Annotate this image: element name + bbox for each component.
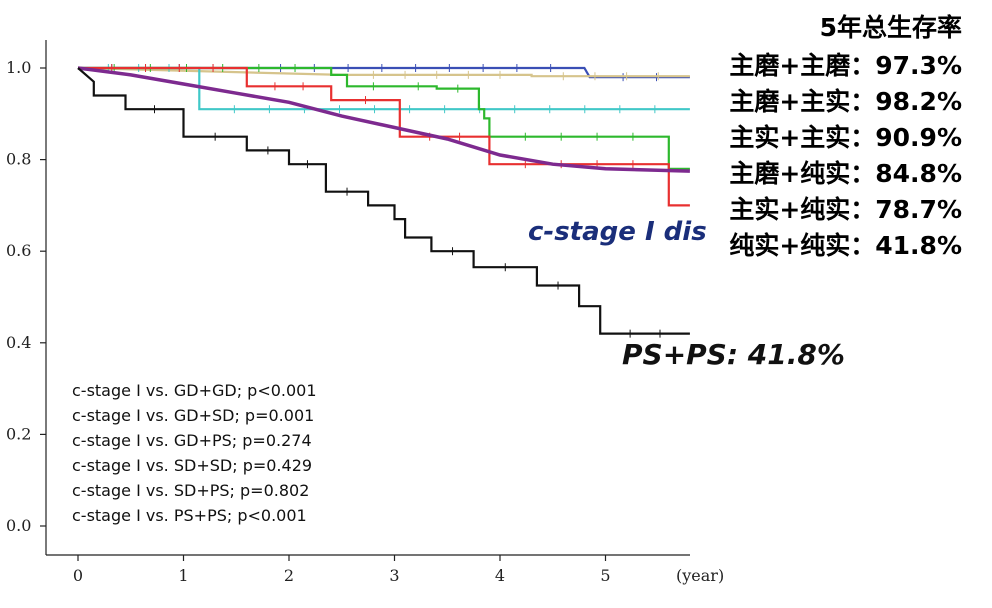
summary-row: 主实+主实：90.9%	[729, 123, 962, 152]
p-value-line: c-stage I vs. SD+PS; p=0.802	[72, 481, 309, 500]
series-lines	[77, 64, 690, 338]
y-tick-label: 1.0	[6, 58, 31, 77]
summary-row: 主磨+主实：98.2%	[729, 87, 962, 116]
summary-row: 纯实+纯实：41.8%	[729, 231, 962, 260]
p-value-line: c-stage I vs. SD+SD; p=0.429	[72, 456, 312, 475]
series-line	[78, 66, 690, 170]
series-1	[77, 66, 690, 81]
ps-ps-overlay-label: PS+PS: 41.8%	[622, 338, 845, 371]
axes	[45, 40, 690, 556]
y-tick-label: 0.4	[6, 333, 31, 352]
p-value-line: c-stage I vs. GD+PS; p=0.274	[72, 431, 312, 450]
x-tick-label: 3	[389, 566, 399, 585]
summary-row: 主磨+主磨：97.3%	[729, 51, 962, 80]
x-tick-label: 1	[178, 566, 188, 585]
p-value-line: c-stage I vs. PS+PS; p<0.001	[72, 506, 307, 525]
x-tick-label: 2	[284, 566, 294, 585]
y-tick-label: 0.8	[6, 150, 31, 169]
summary-title: 5年总生存率	[819, 13, 962, 42]
series-line	[77, 66, 690, 173]
summary-row: 主实+纯实：78.7%	[729, 195, 962, 224]
y-tick-label: 0.0	[6, 516, 31, 535]
x-tick-label: 4	[495, 566, 505, 585]
x-axis-label: (year)	[676, 566, 724, 585]
p-value-line: c-stage I vs. GD+GD; p<0.001	[72, 381, 317, 400]
x-tick-label: 0	[73, 566, 83, 585]
five-year-survival-summary: 5年总生存率 主磨+主磨：97.3% 主磨+主实：98.2% 主实+主实：90.9%…	[729, 10, 962, 264]
series-0	[78, 64, 690, 82]
p-value-list: c-stage I vs. GD+GD; p<0.001 c-stage I vs…	[72, 381, 317, 525]
disease-overlay-label: c-stage I dis	[528, 217, 707, 247]
summary-row: 主磨+纯实：84.8%	[729, 159, 962, 188]
series-5	[77, 66, 690, 173]
series-6	[77, 67, 690, 338]
y-ticks: 0.0 0.2 0.4 0.6 0.8 1.0	[6, 58, 46, 535]
y-tick-label: 0.2	[6, 424, 31, 443]
x-tick-label: 5	[600, 566, 610, 585]
series-3	[78, 64, 690, 170]
series-line	[77, 66, 690, 78]
series-line	[77, 67, 690, 335]
x-ticks: 0 1 2 3 4 5	[73, 555, 611, 585]
p-value-line: c-stage I vs. GD+SD; p=0.001	[72, 406, 314, 425]
y-tick-label: 0.6	[6, 241, 31, 260]
